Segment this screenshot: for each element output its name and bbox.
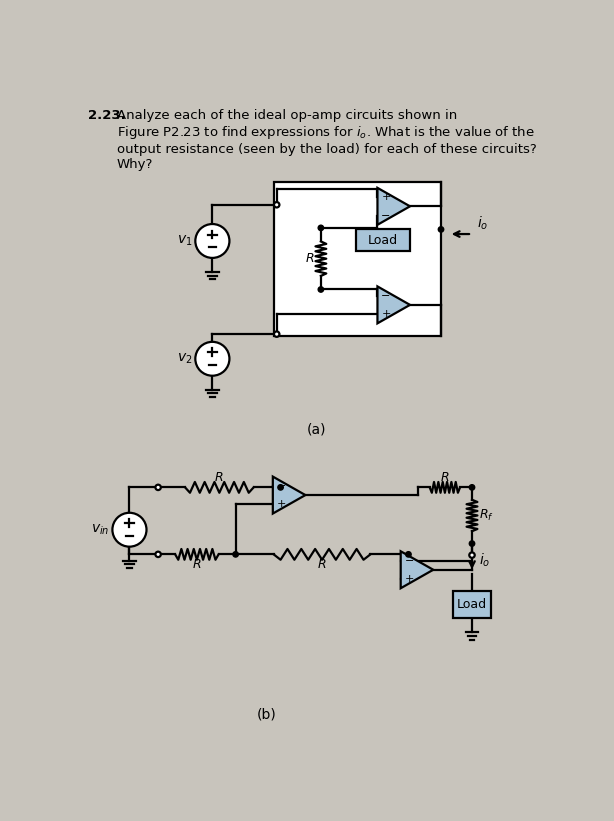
Circle shape [318, 287, 324, 292]
Circle shape [155, 484, 161, 490]
Circle shape [233, 552, 238, 557]
Text: −: − [381, 210, 391, 221]
Circle shape [278, 484, 283, 490]
Text: +: + [381, 310, 391, 319]
Text: 2.23.: 2.23. [88, 108, 125, 122]
Circle shape [469, 484, 475, 490]
Text: $i_o$: $i_o$ [479, 552, 491, 569]
Text: +: + [405, 574, 414, 584]
Circle shape [195, 342, 230, 376]
Circle shape [438, 227, 444, 232]
Circle shape [195, 224, 230, 258]
Text: R: R [441, 471, 449, 484]
Text: −: − [277, 481, 286, 491]
Text: +: + [277, 499, 286, 509]
Text: $v_{in}$: $v_{in}$ [91, 522, 109, 537]
Circle shape [318, 225, 324, 231]
Text: $R_f$: $R_f$ [478, 508, 494, 523]
Text: −: − [381, 291, 391, 300]
Text: −: − [405, 556, 414, 566]
Polygon shape [378, 287, 410, 323]
Circle shape [112, 513, 147, 547]
Circle shape [469, 541, 475, 546]
Polygon shape [273, 476, 305, 514]
Text: Analyze each of the ideal op-amp circuits shown in
Figure P2.23 to find expressi: Analyze each of the ideal op-amp circuit… [117, 108, 537, 171]
Text: R: R [306, 252, 314, 265]
Bar [274, 181, 441, 336]
Text: +: + [381, 192, 391, 202]
Circle shape [274, 202, 279, 208]
Bar [356, 229, 410, 251]
Text: Load: Load [457, 599, 487, 612]
Bar [453, 591, 491, 618]
Text: R: R [317, 558, 327, 571]
Text: R: R [193, 558, 201, 571]
Text: $v_2$: $v_2$ [177, 351, 192, 366]
Circle shape [469, 553, 475, 557]
Circle shape [406, 552, 411, 557]
Polygon shape [378, 188, 410, 225]
Text: Load: Load [368, 234, 398, 246]
Polygon shape [401, 551, 433, 588]
Text: (a): (a) [307, 423, 327, 437]
Text: (b): (b) [257, 708, 276, 722]
Text: R: R [215, 471, 223, 484]
Text: $v_1$: $v_1$ [177, 234, 192, 248]
Circle shape [274, 332, 279, 337]
Text: $i_o$: $i_o$ [476, 215, 488, 232]
Circle shape [155, 552, 161, 557]
